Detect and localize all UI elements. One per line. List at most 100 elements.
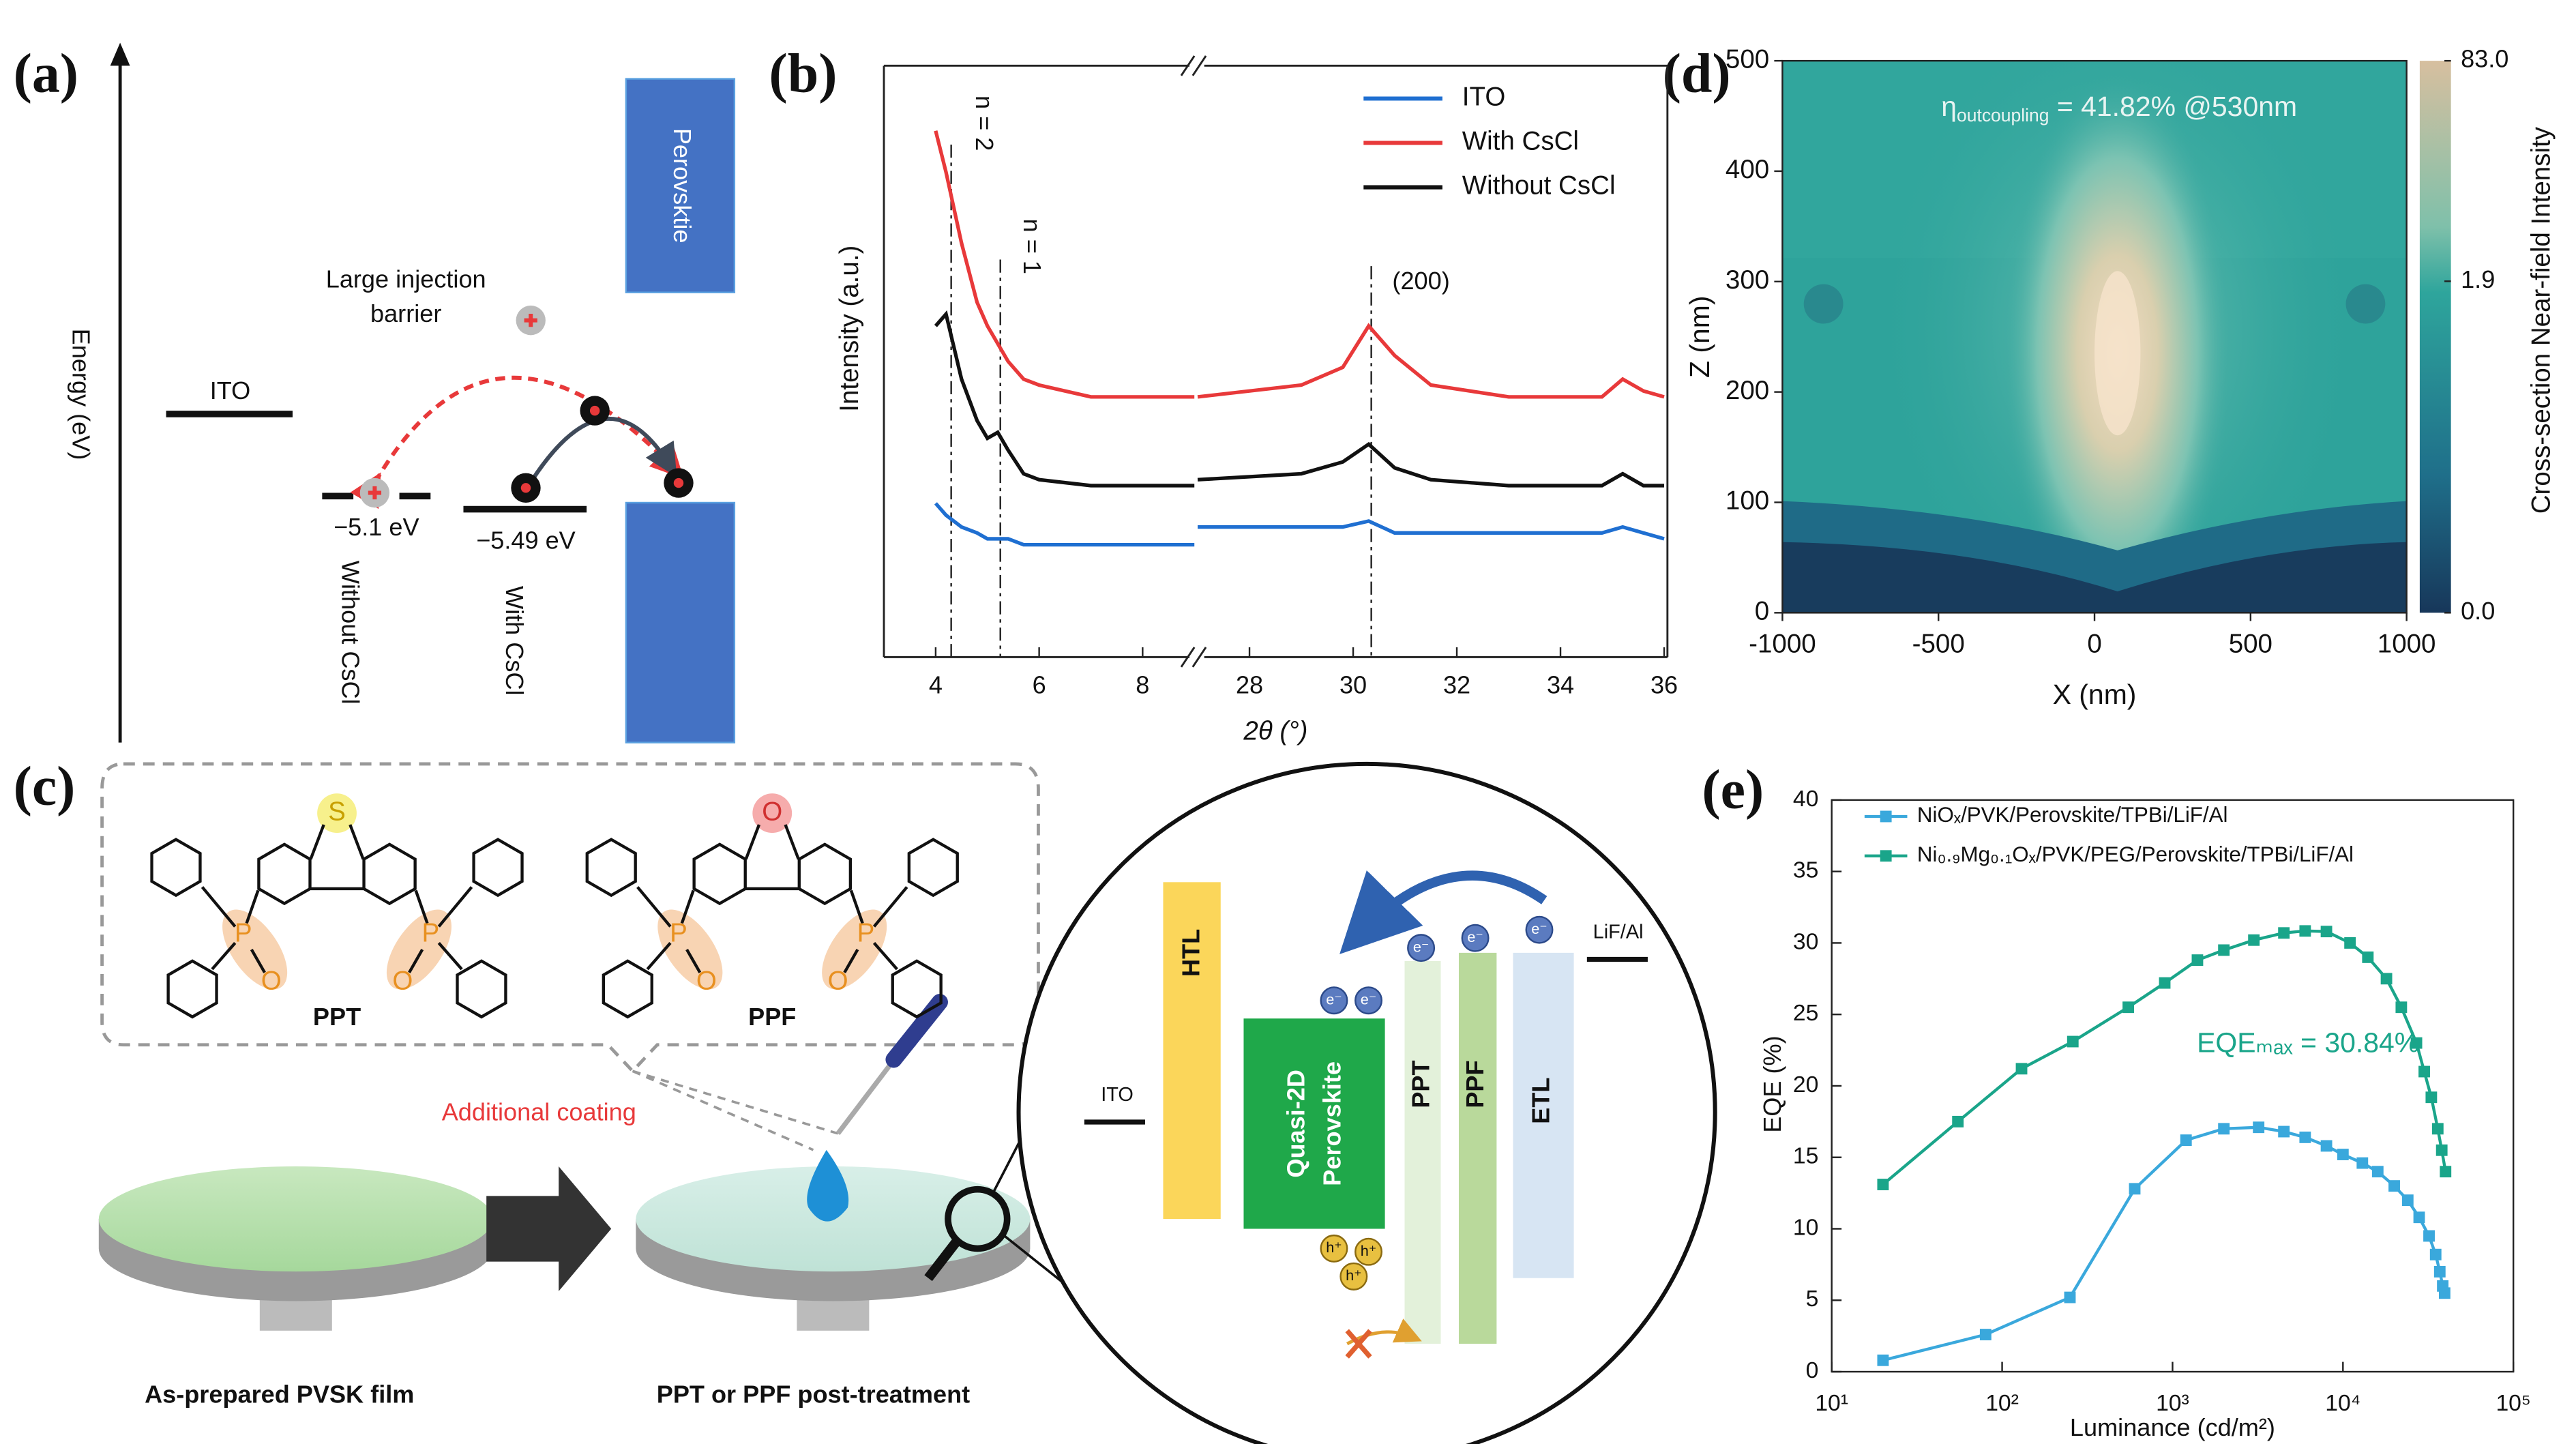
y-tick-label: 5 — [1806, 1286, 1819, 1312]
y-tick-label: 0 — [1755, 597, 1769, 626]
legend-label: Ni₀.₉Mg₀.₁Oₓ/PVK/PEG/Perovskite/TPBi/LiF… — [1917, 842, 2354, 866]
bonds — [201, 886, 473, 973]
field-core — [2094, 271, 2141, 436]
x-tick-label: 10³ — [2156, 1390, 2189, 1416]
layer-label: ITO — [1101, 1084, 1134, 1106]
disk — [98, 1166, 493, 1272]
atom-label: P — [421, 919, 439, 948]
y-tick-label: 10 — [1793, 1214, 1819, 1240]
x-tick-label: 28 — [1236, 671, 1263, 698]
x-tick-label: 0 — [2087, 630, 2101, 659]
y-tick-label: 30 — [1793, 928, 1819, 954]
colorbar-tick-label: 1.9 — [2461, 265, 2495, 293]
y-tick-label: 300 — [1726, 265, 1769, 295]
sample-label: Without CsCl — [336, 561, 364, 705]
legend-marker — [1880, 850, 1892, 862]
legend-label: With CsCl — [1462, 127, 1579, 156]
series-line — [1882, 929, 2447, 1186]
ring — [797, 842, 853, 906]
y-tick-label: 500 — [1726, 44, 1769, 74]
electron — [1320, 986, 1348, 1015]
perovskite-cb — [625, 78, 736, 293]
level-label: −5.1 eV — [334, 513, 419, 541]
y-tick-label: 25 — [1793, 1000, 1819, 1026]
hole-sign — [524, 314, 537, 327]
emitter-layer — [1243, 1018, 1385, 1229]
level-label: −5.49 eV — [476, 526, 576, 554]
atom-label: O — [261, 966, 282, 995]
axis-label: Energy (eV) — [67, 329, 95, 460]
marker — [2278, 1125, 2290, 1138]
hole-label: h⁺ — [1361, 1242, 1376, 1259]
ring — [257, 842, 312, 906]
near-field-map — [1782, 61, 2407, 613]
molecule-name: PPT — [313, 1003, 361, 1031]
injection-arc — [350, 375, 684, 510]
barrier-label: Large injection — [326, 265, 486, 293]
legend-marker — [1880, 810, 1892, 823]
x-tick-label: 8 — [1136, 671, 1149, 698]
y-tick-label: 200 — [1726, 376, 1769, 405]
htl-layer — [1163, 882, 1221, 1220]
marker — [2180, 1134, 2192, 1147]
hole-dot — [589, 405, 600, 416]
y-tick-label: 15 — [1793, 1143, 1819, 1169]
molecule-name: PPF — [748, 1003, 796, 1031]
electron-label: e⁻ — [1531, 920, 1547, 937]
marker — [2159, 977, 2171, 989]
axis-break — [1180, 55, 1207, 668]
marker — [2440, 1166, 2452, 1178]
y-tick-label: 0 — [1806, 1357, 1819, 1383]
marker — [2344, 937, 2356, 949]
marker — [2320, 926, 2333, 938]
series-line — [934, 130, 1665, 399]
perovskite-label: Perovsktie — [668, 128, 696, 244]
panel-label: (e) — [1702, 758, 1764, 820]
marker — [2418, 1065, 2430, 1078]
ring — [166, 959, 218, 1019]
electron-label: e⁻ — [1326, 990, 1342, 1007]
layer-label: PPF — [1461, 1060, 1489, 1108]
electron — [1407, 934, 1436, 962]
hole-dot — [520, 483, 531, 493]
marker — [2253, 1121, 2265, 1134]
magnifier — [945, 1185, 1011, 1252]
annotation: (200) — [1392, 267, 1449, 295]
callout-line — [632, 1070, 839, 1135]
film-label: As-prepared PVSK film — [145, 1381, 414, 1409]
bonds — [636, 886, 908, 973]
injection-arc — [531, 417, 677, 481]
blocked-mark — [1345, 1329, 1372, 1359]
legend-label: Without CsCl — [1462, 171, 1616, 201]
x-tick-label: 500 — [2229, 630, 2272, 659]
atom-label: O — [696, 966, 717, 995]
atom-label: P — [857, 919, 875, 948]
ring — [891, 959, 943, 1019]
marker — [2129, 1183, 2141, 1195]
legend-label: ITO — [1462, 83, 1506, 112]
marker — [2299, 925, 2311, 937]
x-tick-label: 4 — [929, 671, 943, 698]
ring — [602, 959, 653, 1019]
po-highlight — [657, 909, 723, 990]
marker — [2413, 1211, 2425, 1224]
five-ring — [309, 824, 365, 891]
y-tick-label: 100 — [1726, 486, 1769, 516]
layer-label: LiF/Al — [1593, 922, 1644, 943]
marker — [2337, 1149, 2349, 1160]
coating-label: Additional coating — [442, 1097, 636, 1125]
ring — [456, 959, 507, 1019]
x-axis-label: X (nm) — [2053, 679, 2137, 710]
colorbar-label: Cross-section Near-field Intensity — [2527, 126, 2556, 514]
marker — [2015, 1063, 2028, 1075]
y-tick-label: 400 — [1726, 155, 1769, 184]
ito-label: ITO — [210, 377, 251, 404]
marker — [2433, 1265, 2446, 1278]
ring — [692, 842, 747, 906]
layer-label: PPT — [1407, 1060, 1435, 1108]
hole-label: h⁺ — [1326, 1239, 1342, 1256]
panel-label: (b) — [769, 42, 837, 104]
marker — [1877, 1354, 1889, 1366]
annotation: n = 1 — [1018, 219, 1046, 274]
